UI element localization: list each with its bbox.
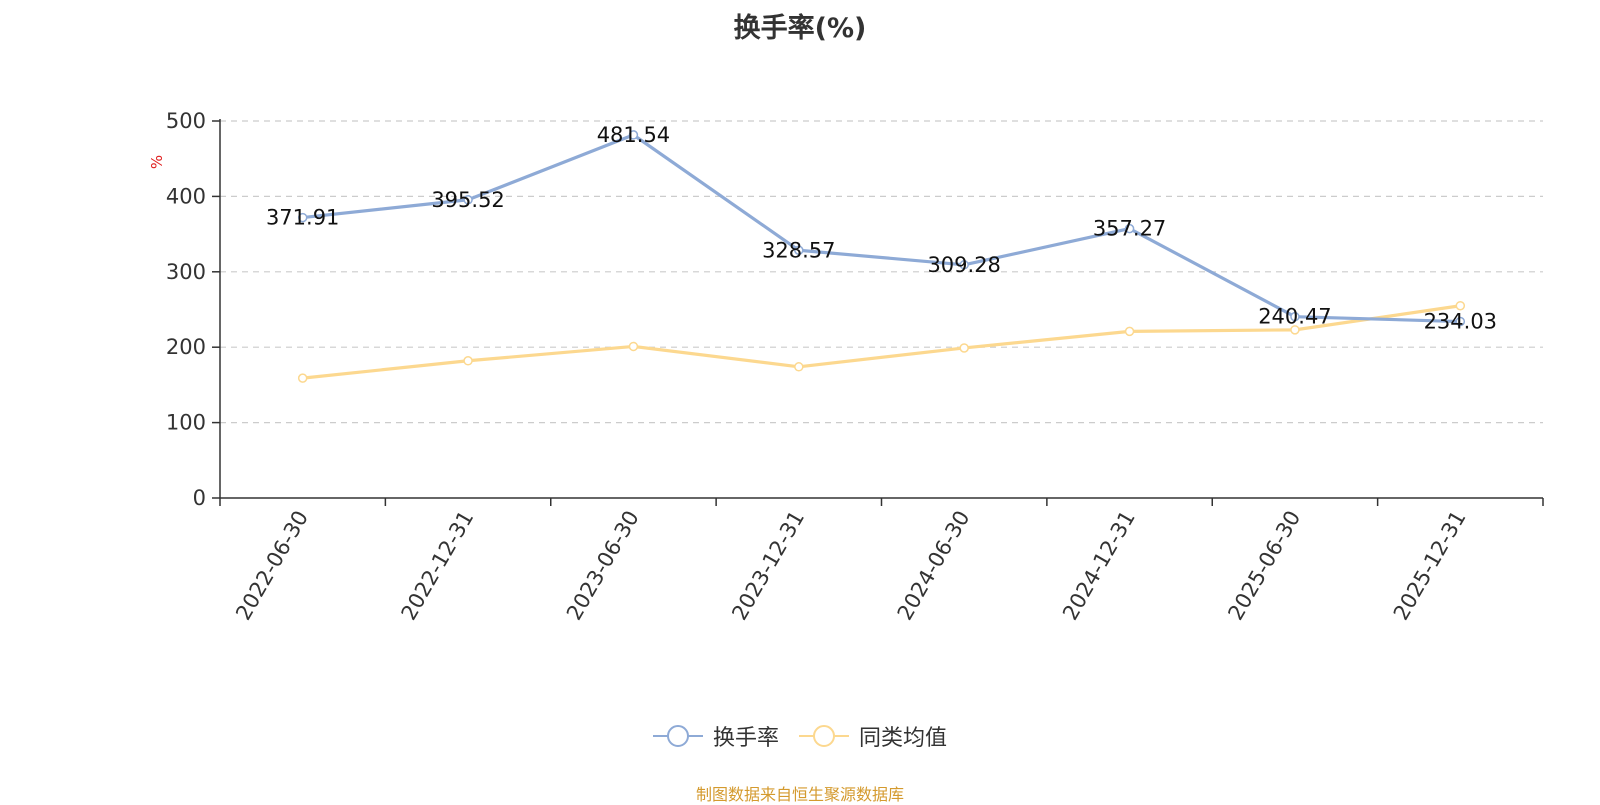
x-tick-label-2025-06-30: 2025-06-30 xyxy=(1223,507,1305,625)
y-tick-label-300: 300 xyxy=(166,260,206,284)
legend-label-turnover: 换手率 xyxy=(712,726,779,751)
y-tick-label-200: 200 xyxy=(166,335,206,359)
y-tick-label-400: 400 xyxy=(166,184,206,208)
legend: 换手率 同类均值 xyxy=(0,720,1600,752)
legend-item-turnover[interactable]: 换手率 xyxy=(652,720,779,752)
data-label-5: 357.27 xyxy=(1093,217,1166,241)
series-0-point-0 xyxy=(297,212,308,223)
series-0-point-2 xyxy=(628,130,639,140)
data-labels: 371.91 395.52 481.54 328.57 309.28 357.27 240.… xyxy=(266,123,1497,334)
series-line-0 xyxy=(302,133,1461,324)
y-tick-label-0: 0 xyxy=(193,486,206,510)
x-tick-label-2023-12-31: 2023-12-31 xyxy=(727,507,809,625)
data-label-0: 371.91 xyxy=(266,206,339,230)
x-tick-label-2022-12-31: 2022-12-31 xyxy=(397,507,479,625)
y-tick-label-500: 500 xyxy=(166,109,206,133)
x-tick-label-2025-12-31: 2025-12-31 xyxy=(1389,507,1471,625)
data-label-3: 328.57 xyxy=(762,238,835,262)
data-label-4: 309.28 xyxy=(927,253,1000,277)
series-1-point-5 xyxy=(1124,326,1135,337)
series-0-point-7 xyxy=(1455,316,1466,327)
data-label-6: 240.47 xyxy=(1258,305,1331,329)
grid-lines xyxy=(220,120,1543,424)
series-0-point-4 xyxy=(959,260,969,270)
source-note: 制图数据来自恒生聚源数据库 xyxy=(695,785,904,804)
legend-label-peer-average: 同类均值 xyxy=(859,726,948,751)
legend-item-peer-average[interactable]: 同类均值 xyxy=(799,720,947,752)
y-axis-unit-label: % xyxy=(148,155,166,169)
legend-marker-peer-average xyxy=(799,725,849,747)
series-1-point-6 xyxy=(1290,325,1300,335)
series-0-point-1 xyxy=(463,195,473,205)
chart-title: 换手率(%) xyxy=(733,13,867,44)
x-tick-label-2024-12-31: 2024-12-31 xyxy=(1058,507,1140,625)
series-1-point-2 xyxy=(628,341,639,352)
series-0-point-3 xyxy=(794,245,804,256)
x-tick-label-2024-06-30: 2024-06-30 xyxy=(893,507,975,625)
axes: 0 100 200 300 400 500% 2022-06-30 2022-12-31 202… xyxy=(148,109,1544,625)
series-1-point-7 xyxy=(1455,300,1466,311)
legend-marker-turnover xyxy=(652,725,703,747)
x-tick-label-2022-06-30: 2022-06-30 xyxy=(231,507,313,625)
series-lines xyxy=(297,130,1466,383)
data-label-7: 234.03 xyxy=(1424,310,1497,334)
series-1-point-1 xyxy=(463,356,473,366)
series-0-point-6 xyxy=(1290,311,1300,322)
y-tick-label-100: 100 xyxy=(166,411,206,435)
series-0-point-5 xyxy=(1124,223,1135,234)
series-1-point-3 xyxy=(794,362,804,372)
series-line-1 xyxy=(302,304,1461,380)
series-1-point-4 xyxy=(959,343,969,353)
series-1-point-0 xyxy=(297,373,308,383)
data-label-1: 395.52 xyxy=(431,188,504,212)
x-tick-label-2023-06-30: 2023-06-30 xyxy=(562,507,644,625)
data-label-2: 481.54 xyxy=(597,123,670,147)
